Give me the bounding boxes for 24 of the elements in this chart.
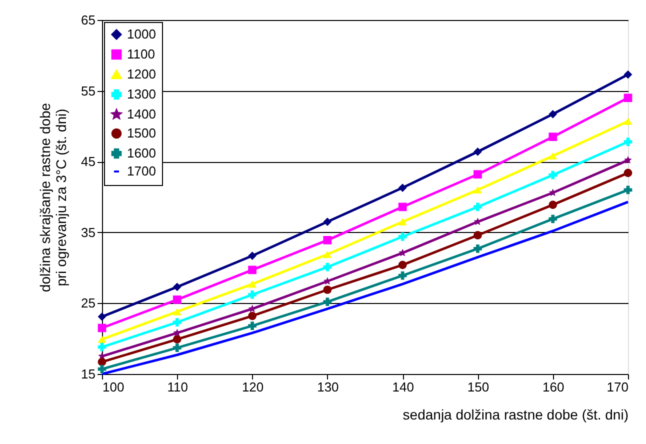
legend-label: 1300: [127, 86, 156, 102]
x-tick-label: 130: [317, 380, 339, 394]
legend-label: 1400: [127, 106, 156, 122]
x-tick-label: 160: [542, 380, 564, 394]
y-tick-label: 25: [81, 296, 96, 311]
legend-label: 1100: [127, 46, 155, 62]
x-axis-title: sedanja dolžina rastne dobe (št. dni): [402, 406, 628, 422]
legend-label: 1700: [127, 164, 156, 178]
y-tick-label: 55: [81, 83, 96, 98]
legend-label: 1500: [127, 126, 156, 140]
y-tick-label: 35: [81, 224, 96, 240]
y-tick-label: 45: [81, 154, 96, 170]
x-tick-label: 140: [392, 380, 414, 394]
y-tick-label: 15: [81, 366, 96, 382]
x-tick-label: 110: [167, 380, 188, 394]
x-tick-label: 170: [606, 380, 628, 394]
y-tick-label: 65: [81, 12, 96, 28]
legend-label: 1200: [127, 66, 156, 82]
x-tick-label: 150: [467, 380, 490, 394]
y-axis-title: dolžina skrajšanje rastne dobe pri ogrevanju za 3°C (št. dni): [37, 102, 70, 292]
x-tick-label: 100: [102, 380, 124, 394]
legend-label: 1000: [127, 26, 156, 42]
legend-label: 1600: [127, 146, 156, 160]
x-tick-label: 120: [242, 380, 264, 394]
